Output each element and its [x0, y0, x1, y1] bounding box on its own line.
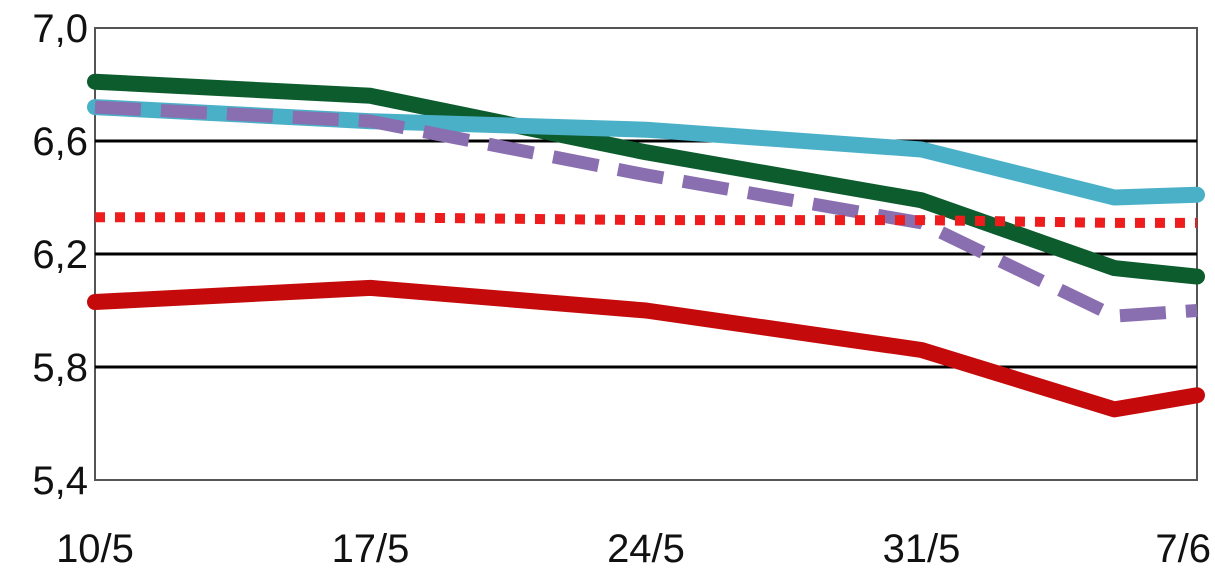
x-tick-label: 17/5	[332, 527, 410, 568]
x-tick-label: 7/6	[1155, 527, 1211, 568]
y-tick-label: 7,0	[32, 7, 88, 51]
series-line-3	[95, 212, 1197, 228]
x-tick-label: 31/5	[883, 527, 961, 568]
series-line-0	[87, 73, 1205, 285]
series-line-4	[87, 279, 1205, 418]
y-tick-label: 6,2	[32, 233, 88, 277]
x-tick-label: 10/5	[56, 527, 134, 568]
y-tick-label: 5,8	[32, 346, 88, 390]
series-lines	[87, 73, 1205, 418]
gridlines	[95, 139, 1197, 369]
x-axis-ticks: 10/5 17/5 24/5 31/5 7/6	[56, 527, 1211, 568]
y-tick-label: 5,4	[32, 459, 88, 503]
y-axis-ticks: 7,0 6,6 6,2 5,8 5,4	[32, 7, 88, 503]
x-tick-label: 24/5	[607, 527, 685, 568]
series-line-2	[94, 100, 1198, 323]
y-tick-label: 6,6	[32, 120, 88, 164]
